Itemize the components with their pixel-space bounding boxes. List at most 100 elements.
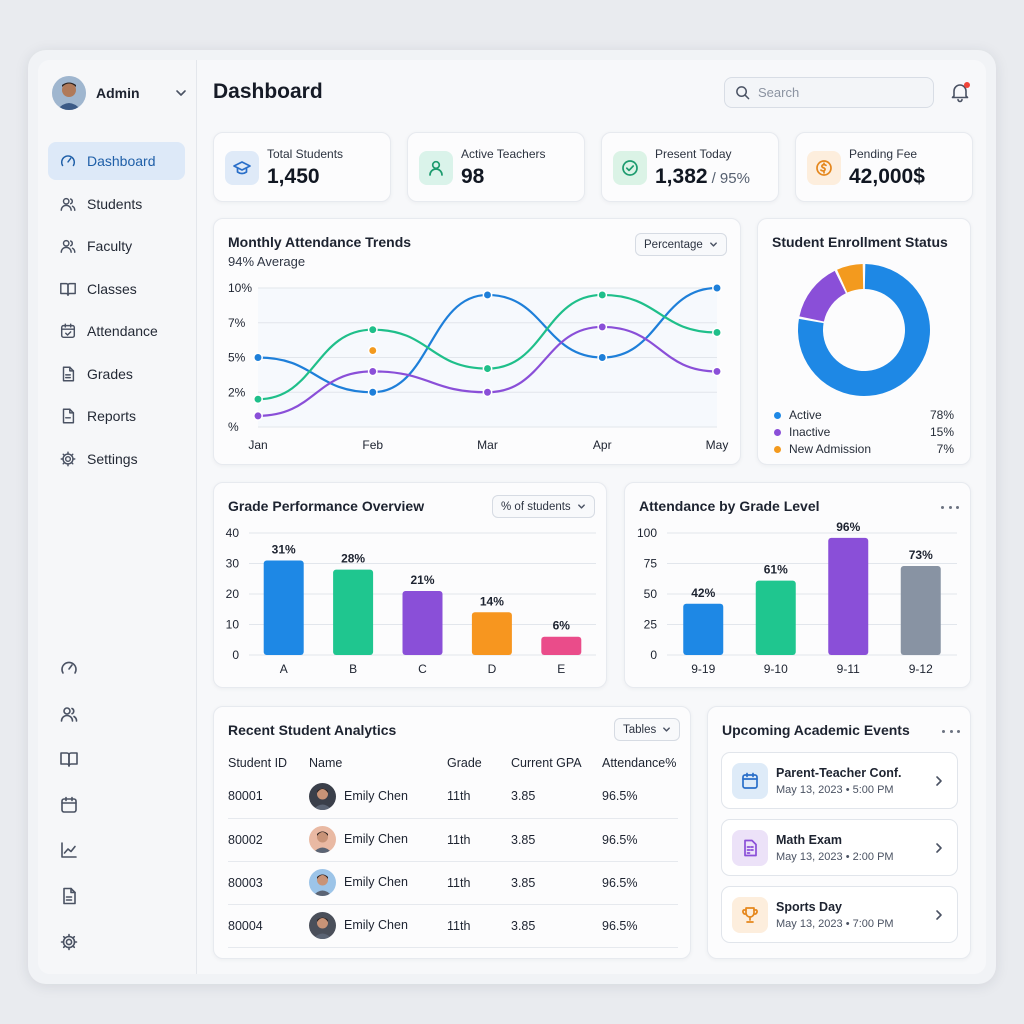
- sidebar-mini-button[interactable]: [57, 793, 81, 817]
- student-name: Emily Chen: [344, 917, 408, 932]
- dropdown-label: % of students: [501, 500, 571, 513]
- grade-performance-card: Grade Performance Overview % of students…: [213, 482, 607, 688]
- stat-card: Pending Fee 42,000$: [795, 132, 973, 202]
- pie-slice: [798, 264, 930, 396]
- student-analytics-table: Student ID Name Grade Current GPA Attend…: [228, 751, 678, 948]
- legend-label: Active: [789, 408, 822, 422]
- graduation-cap-icon: [233, 161, 251, 175]
- data-point: [367, 345, 378, 356]
- search-input[interactable]: [758, 85, 918, 100]
- data-label: 21%: [410, 573, 434, 587]
- student-analytics-card: Recent Student Analytics Tables Student …: [213, 706, 691, 959]
- event-item[interactable]: Parent-Teacher Conf. May 13, 2023 • 5:00…: [721, 752, 958, 809]
- x-tick-label: 9-10: [764, 662, 788, 676]
- column-header: Grade: [447, 756, 482, 770]
- stat-number: 1,450: [267, 165, 320, 188]
- sidebar-item-classes[interactable]: Classes: [48, 270, 185, 308]
- users-icon: [60, 239, 76, 254]
- table-row[interactable]: 80004 Emily Chen 11th 3.85 96.5%: [228, 904, 678, 948]
- event-title: Math Exam: [776, 833, 842, 847]
- bar: [755, 580, 796, 655]
- y-tick-label: 0: [232, 648, 239, 662]
- student-avatar: [309, 869, 336, 896]
- stat-card: Total Students 1,450: [213, 132, 391, 202]
- column-header: Student ID: [228, 756, 288, 770]
- sidebar-item-reports[interactable]: Reports: [48, 397, 185, 435]
- sidebar-item-dashboard[interactable]: Dashboard: [48, 142, 185, 180]
- legend-value: 15%: [929, 425, 954, 439]
- y-tick-label: 40: [226, 526, 240, 540]
- data-point: [712, 327, 722, 338]
- admin-avatar: [52, 76, 86, 110]
- sidebar-mini-button[interactable]: [57, 656, 81, 680]
- column-header: Name: [309, 756, 343, 770]
- stat-label: Total Students: [267, 147, 344, 161]
- cell-student-id: 80002: [228, 818, 309, 862]
- y-tick-label: 25: [644, 618, 658, 632]
- y-tick-label: 10%: [228, 281, 252, 295]
- data-label: 31%: [272, 542, 296, 556]
- table-row[interactable]: 80001 Emily Chen 11th 3.85 96.5%: [228, 775, 678, 819]
- exam-document-icon: [744, 839, 757, 857]
- chevron-down-icon: [709, 242, 717, 247]
- y-tick-label: 50: [644, 587, 658, 601]
- sidebar-item-faculty[interactable]: Faculty: [48, 227, 185, 265]
- coin-icon: [816, 160, 832, 176]
- grade-performance-dropdown[interactable]: % of students: [492, 495, 595, 518]
- x-tick-label: A: [280, 662, 288, 676]
- more-options-button[interactable]: [941, 502, 959, 512]
- sidebar-item-attendance[interactable]: Attendance: [48, 312, 185, 350]
- sidebar-item-students[interactable]: Students: [48, 185, 185, 223]
- student-name: Emily Chen: [344, 874, 408, 889]
- enrollment-legend: Active 78% Inactive 15% New Admission 7%: [774, 407, 954, 458]
- sidebar-mini-button[interactable]: [57, 747, 81, 771]
- event-time: May 13, 2023 • 7:00 PM: [776, 918, 894, 930]
- bar: [471, 612, 512, 655]
- legend-item: Inactive 15%: [774, 424, 954, 441]
- attendance-trends-title: Monthly Attendance Trends: [228, 234, 412, 250]
- cell-grade: 11th: [447, 904, 511, 948]
- attendance-trends-dropdown[interactable]: Percentage: [635, 233, 727, 256]
- cell-attendance: 96.5%: [602, 861, 678, 905]
- cell-name: Emily Chen: [309, 904, 447, 948]
- student-avatar: [309, 912, 336, 939]
- bar: [402, 590, 443, 655]
- sidebar-mini-button[interactable]: [57, 930, 81, 954]
- search-icon: [736, 86, 750, 100]
- y-tick-label: 20: [226, 587, 240, 601]
- y-tick-label: 2%: [228, 385, 246, 399]
- sidebar-item-settings[interactable]: Settings: [48, 440, 185, 478]
- cell-grade: 11th: [447, 818, 511, 862]
- event-item[interactable]: Sports Day May 13, 2023 • 7:00 PM: [721, 886, 958, 943]
- table-row[interactable]: 80003 Emily Chen 11th 3.85 96.5%: [228, 861, 678, 905]
- more-options-button[interactable]: [942, 726, 960, 736]
- sidebar-item-grades[interactable]: Grades: [48, 355, 185, 393]
- data-label: 42%: [691, 586, 715, 600]
- x-tick-label: May: [706, 438, 729, 452]
- notification-bell[interactable]: [949, 81, 971, 103]
- legend-swatch: [774, 412, 781, 419]
- sidebar-item-label: Faculty: [87, 238, 133, 254]
- bar: [263, 560, 304, 655]
- analytics-dropdown[interactable]: Tables: [614, 718, 681, 741]
- cell-attendance: 96.5%: [602, 818, 678, 862]
- stat-icon-badge: [419, 151, 453, 185]
- data-point: [367, 366, 378, 377]
- sidebar-item-label: Students: [87, 195, 143, 212]
- y-tick-label: 0: [650, 648, 657, 662]
- sidebar-mini-button[interactable]: [57, 884, 81, 908]
- stat-label: Active Teachers: [461, 147, 546, 161]
- sidebar-mini-button[interactable]: [57, 702, 81, 726]
- table-row[interactable]: 80002 Emily Chen 11th 3.85 96.5%: [228, 818, 678, 862]
- user-profile-menu[interactable]: Admin: [52, 75, 187, 111]
- search-box[interactable]: [724, 77, 934, 108]
- event-item[interactable]: Math Exam May 13, 2023 • 2:00 PM: [721, 819, 958, 876]
- legend-value: 78%: [929, 408, 954, 422]
- stat-icon-badge: [613, 151, 647, 185]
- bar: [683, 603, 724, 655]
- sidebar-item-label: Settings: [87, 450, 138, 467]
- sidebar-mini-button[interactable]: [57, 838, 81, 862]
- cell-gpa: 3.85: [511, 861, 602, 905]
- gear-icon: [60, 451, 76, 466]
- data-point: [597, 290, 608, 300]
